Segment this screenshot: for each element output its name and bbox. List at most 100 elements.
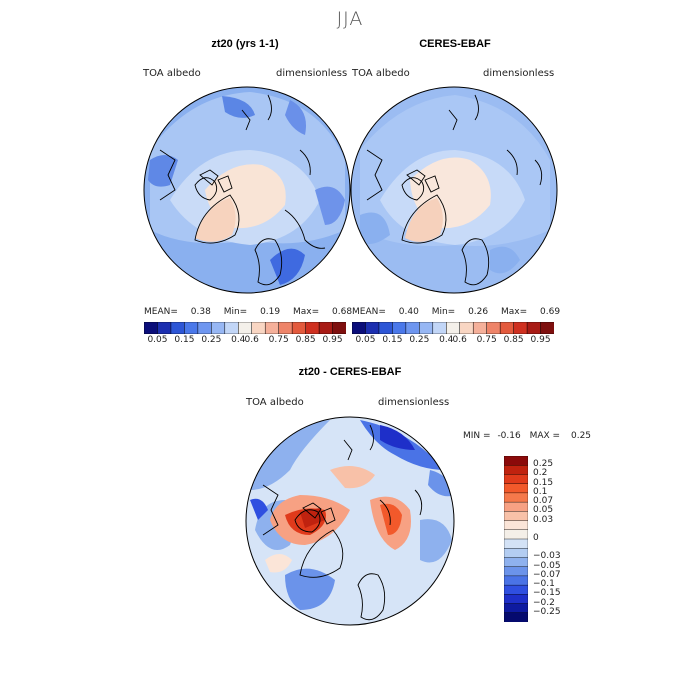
albedo-colorbar-2-tick-label: 0.85 bbox=[503, 335, 524, 345]
diff-colorbar-swatch bbox=[504, 548, 528, 558]
albedo-colorbar-2-swatch bbox=[540, 322, 554, 334]
albedo-colorbar-1-swatch bbox=[184, 322, 199, 334]
diff-colorbar-swatch bbox=[504, 492, 528, 503]
albedo-colorbar-2-tick-label: 0.15 bbox=[382, 335, 403, 345]
albedo-colorbar-2-ticks: 0.05 0.15 0.25 0.4 0.6 0.75 0.85 0.95 bbox=[352, 335, 554, 347]
albedo-colorbar-1-swatch bbox=[305, 322, 320, 334]
diff-colorbar-tick-label: 0.2 bbox=[533, 468, 548, 479]
panel2-stats: MEAN= 0.40 Min= 0.26 Max= 0.69 bbox=[352, 307, 560, 317]
panel3-field-label: TOA albedo bbox=[246, 397, 304, 408]
diff-colorbar-swatch bbox=[504, 566, 528, 577]
albedo-colorbar-2-swatch bbox=[378, 322, 393, 334]
diff-colorbar-swatch bbox=[504, 465, 528, 475]
panel1-mean-label: MEAN= bbox=[144, 307, 178, 317]
diff-colorbar-tick-label: −0.1 bbox=[533, 579, 555, 590]
diff-colorbar-swatch bbox=[504, 575, 528, 586]
panel2-mean-label: MEAN= bbox=[352, 307, 386, 317]
diff-colorbar-swatch bbox=[504, 557, 528, 568]
panel1-min-label: Min= bbox=[223, 307, 248, 317]
albedo-colorbar-2-swatch bbox=[405, 322, 420, 334]
albedo-colorbar-2-tick-label: 0.6 bbox=[452, 335, 467, 345]
diff-colorbar-tick-label: 0.07 bbox=[533, 496, 554, 507]
albedo-colorbar-1-tick-label: 0.15 bbox=[174, 335, 195, 345]
diff-colorbar-swatch bbox=[504, 594, 528, 605]
diff-colorbar-tick-label: −0.15 bbox=[533, 588, 561, 599]
albedo-colorbar-1-tick-label: 0.05 bbox=[147, 335, 168, 345]
diff-colorbar-tick-label: −0.07 bbox=[533, 569, 561, 580]
albedo-colorbar-2-tick-label: 0.75 bbox=[476, 335, 497, 345]
albedo-colorbar-2-swatch bbox=[419, 322, 434, 334]
albedo-colorbar-1-tick-label: 0.6 bbox=[244, 335, 259, 345]
albedo-colorbar-1-swatch bbox=[318, 322, 334, 334]
diff-colorbar-tick-label: 0.1 bbox=[533, 486, 548, 497]
albedo-colorbar-1-swatch bbox=[291, 322, 307, 334]
diff-colorbar-swatch bbox=[504, 474, 528, 485]
panel1-min-value: 0.19 bbox=[260, 307, 281, 317]
diff-colorbar-swatch bbox=[504, 456, 528, 466]
diff-colorbar-swatch bbox=[504, 520, 528, 531]
panel1-stats: MEAN= 0.38 Min= 0.19 Max= 0.68 bbox=[144, 307, 352, 317]
panel3-min-value: -0.16 bbox=[497, 431, 521, 441]
albedo-colorbar-1-swatch bbox=[211, 322, 226, 334]
panel2-mean-value: 0.40 bbox=[398, 307, 419, 317]
diff-colorbar-tick-label: 0 bbox=[533, 533, 539, 543]
panel2-min-value: 0.26 bbox=[468, 307, 489, 317]
panel2-field-label: TOA albedo bbox=[352, 68, 410, 79]
diff-colorbar-tick-label: −0.03 bbox=[533, 551, 561, 562]
diff-colorbar-swatch bbox=[504, 501, 528, 512]
diff-colorbar-tick-label: 0.05 bbox=[533, 505, 554, 516]
albedo-colorbar-2-swatch bbox=[526, 322, 542, 334]
panel2-min-label: Min= bbox=[431, 307, 456, 317]
panel3-units-label: dimensionless bbox=[378, 397, 450, 408]
albedo-colorbar-1-swatch bbox=[197, 322, 212, 334]
albedo-colorbar-1-swatch bbox=[332, 322, 346, 334]
albedo-colorbar-1-swatch bbox=[144, 322, 159, 334]
albedo-colorbar-1-swatch bbox=[251, 322, 266, 334]
albedo-colorbar-2-swatch bbox=[499, 322, 515, 334]
panel3-stats: MIN = -0.16 MAX = 0.25 bbox=[463, 431, 591, 441]
albedo-colorbar-1-swatch bbox=[264, 322, 280, 334]
albedo-colorbar-2-tick-label: 0.4 bbox=[439, 335, 454, 345]
map2-border bbox=[350, 86, 558, 294]
panel1-field-label: TOA albedo bbox=[143, 68, 201, 79]
albedo-colorbar-1-swatch bbox=[170, 322, 185, 334]
albedo-colorbar-1-tick-label: 0.95 bbox=[322, 335, 343, 345]
panel1-mean-value: 0.38 bbox=[190, 307, 211, 317]
albedo-colorbar-2-swatch bbox=[513, 322, 528, 334]
diff-colorbar-tick-label: 0.25 bbox=[533, 459, 554, 470]
panel3-max-label: MAX = bbox=[529, 431, 561, 441]
panel1-max-label: Max= bbox=[293, 307, 320, 317]
diff-colorbar-swatch bbox=[504, 584, 528, 595]
albedo-colorbar-2-tick-label: 0.05 bbox=[355, 335, 376, 345]
albedo-colorbar-2 bbox=[352, 322, 554, 334]
albedo-colorbar-1-tick-label: 0.4 bbox=[231, 335, 246, 345]
albedo-colorbar-2-tick-label: 0.25 bbox=[409, 335, 430, 345]
diff-colorbar-swatch bbox=[504, 612, 528, 622]
albedo-colorbar-2-swatch bbox=[365, 322, 380, 334]
diff-colorbar-tick-label: −0.25 bbox=[533, 606, 561, 617]
diff-colorbar-swatch bbox=[504, 511, 528, 522]
diff-colorbar-tick-label: 0.03 bbox=[533, 514, 554, 525]
panel1-title: zt20 (yrs 1-1) bbox=[211, 38, 279, 50]
panel2-max-value: 0.69 bbox=[540, 307, 561, 317]
panel2-units-label: dimensionless bbox=[483, 68, 555, 79]
albedo-colorbar-1-swatch bbox=[157, 322, 172, 334]
panel1-units-label: dimensionless bbox=[276, 68, 348, 79]
panel3-max-value: 0.25 bbox=[570, 431, 592, 441]
albedo-colorbar-1-swatch bbox=[238, 322, 253, 334]
albedo-map-ceres bbox=[351, 87, 557, 293]
albedo-colorbar-2-swatch bbox=[446, 322, 461, 334]
diff-colorbar-tick-label: −0.2 bbox=[533, 597, 555, 608]
diff-colorbar-tick-label: −0.05 bbox=[533, 560, 561, 571]
albedo-colorbar-1-swatch bbox=[224, 322, 239, 334]
map1-border bbox=[143, 86, 351, 294]
albedo-colorbar-2-swatch bbox=[472, 322, 488, 334]
albedo-colorbar-1-swatch bbox=[278, 322, 293, 334]
panel3-title: zt20 - CERES-EBAF bbox=[298, 366, 402, 378]
panel2-title: CERES-EBAF bbox=[419, 38, 491, 50]
albedo-colorbar-2-tick-label: 0.95 bbox=[530, 335, 551, 345]
albedo-colorbar-1-tick-label: 0.85 bbox=[295, 335, 316, 345]
diff-colorbar-tick-label: 0.15 bbox=[533, 477, 554, 488]
diff-colorbar-ticks: 0.25 0.2 0.15 0.1 0.07 0.05 0.03 0 −0.03 −0.05 −0.… bbox=[531, 456, 591, 622]
